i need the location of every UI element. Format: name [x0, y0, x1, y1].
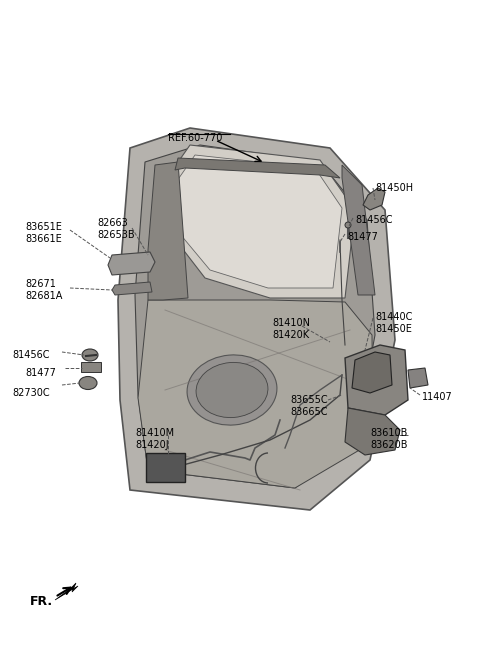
Ellipse shape	[345, 222, 351, 228]
Ellipse shape	[82, 349, 98, 361]
Text: 81450H: 81450H	[375, 183, 413, 193]
Text: 81477: 81477	[25, 368, 56, 378]
Text: 81456C: 81456C	[355, 215, 393, 225]
Polygon shape	[108, 252, 155, 275]
Polygon shape	[138, 300, 373, 488]
Text: 81440C
81450E: 81440C 81450E	[375, 312, 412, 334]
Text: 11407: 11407	[422, 392, 453, 402]
Ellipse shape	[79, 377, 97, 390]
Text: 82671
82681A: 82671 82681A	[25, 279, 62, 300]
Polygon shape	[345, 345, 408, 415]
Text: 82663
82653B: 82663 82653B	[97, 218, 134, 239]
Ellipse shape	[196, 362, 268, 418]
Polygon shape	[363, 188, 385, 210]
Text: 81410N
81420K: 81410N 81420K	[272, 318, 310, 340]
Polygon shape	[55, 583, 78, 600]
Text: 83655C
83665C: 83655C 83665C	[290, 395, 328, 417]
Polygon shape	[172, 155, 342, 288]
Text: 81477: 81477	[347, 232, 378, 242]
Text: 83610B
83620B: 83610B 83620B	[370, 428, 408, 449]
Polygon shape	[162, 145, 355, 298]
Polygon shape	[135, 145, 375, 488]
Polygon shape	[112, 282, 152, 295]
Polygon shape	[118, 128, 395, 510]
FancyBboxPatch shape	[81, 362, 101, 372]
FancyBboxPatch shape	[146, 453, 185, 482]
Text: 81456C: 81456C	[12, 350, 49, 360]
Polygon shape	[148, 162, 188, 300]
Polygon shape	[352, 352, 392, 393]
Polygon shape	[175, 158, 340, 178]
Text: REF.60-770: REF.60-770	[168, 133, 222, 143]
Text: 81410M
81420J: 81410M 81420J	[135, 428, 174, 449]
Polygon shape	[342, 165, 375, 295]
Text: 82730C: 82730C	[12, 388, 49, 398]
Ellipse shape	[187, 355, 277, 425]
Text: FR.: FR.	[30, 595, 53, 608]
Polygon shape	[408, 368, 428, 388]
Polygon shape	[345, 408, 400, 455]
Text: 83651E
83661E: 83651E 83661E	[25, 222, 62, 243]
